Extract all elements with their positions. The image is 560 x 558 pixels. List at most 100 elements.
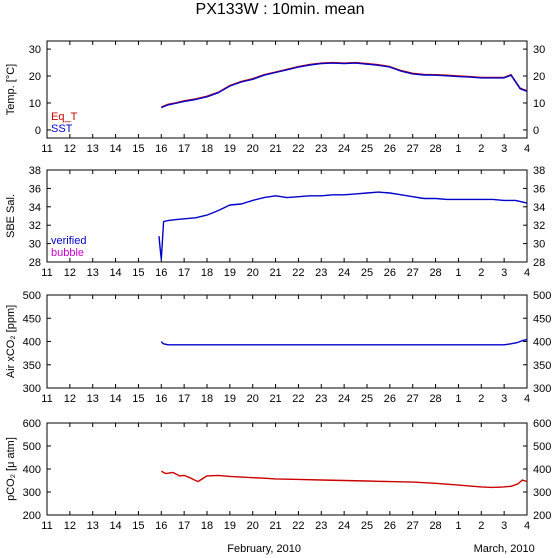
y-tick-label: 0 (533, 125, 539, 137)
x-tick-label: 27 (407, 520, 419, 532)
series-line-air-xco2 (160, 338, 528, 346)
y-tick-label: 300 (23, 383, 41, 395)
y-tick-label: 30 (29, 44, 41, 56)
y-tick-label: 34 (29, 202, 41, 214)
x-tick-label: 14 (109, 520, 121, 532)
y-tick-label: 38 (533, 165, 545, 177)
y-tick-label: 400 (533, 337, 551, 349)
y-axis-title: pCO₂ [μ atm] (5, 437, 17, 501)
x-tick-label: 20 (247, 143, 259, 155)
x-tick-label: 11 (41, 267, 52, 279)
y-tick-label: 300 (23, 487, 41, 499)
y-tick-label: 30 (533, 239, 545, 251)
y-tick-label: 0 (35, 125, 41, 137)
x-tick-label: 24 (338, 393, 350, 405)
x-tick-label: 12 (64, 520, 76, 532)
x-tick-label: 24 (338, 520, 350, 532)
x-tick-label: 12 (64, 267, 76, 279)
x-tick-label: 21 (269, 520, 281, 532)
x-tick-label: 3 (501, 143, 507, 155)
x-tick-label: 21 (269, 393, 281, 405)
legend-item: Eq_T (51, 111, 78, 123)
y-tick-label: 32 (29, 220, 41, 232)
y-tick-label: 300 (533, 487, 551, 499)
x-tick-label: 12 (64, 393, 76, 405)
x-tick-label: 13 (87, 267, 99, 279)
x-tick-label: 26 (384, 520, 396, 532)
y-tick-label: 400 (23, 464, 41, 476)
x-tick-label: 2 (478, 267, 484, 279)
x-tick-label: 26 (384, 267, 396, 279)
x-tick-label: 19 (224, 143, 236, 155)
x-tick-label: 4 (524, 520, 530, 532)
series-line-eq-t (161, 61, 528, 108)
x-tick-label: 20 (247, 520, 259, 532)
x-tick-label: 24 (338, 267, 350, 279)
x-tick-label: 28 (429, 520, 441, 532)
y-tick-label: 500 (533, 441, 551, 453)
x-tick-label: 1 (455, 393, 461, 405)
x-tick-label: 12 (64, 143, 76, 155)
legend-item: verified (51, 235, 86, 247)
x-tick-label: 3 (501, 393, 507, 405)
y-tick-label: 30 (29, 239, 41, 251)
x-tick-label: 3 (501, 520, 507, 532)
x-tick-label: 23 (315, 520, 327, 532)
x-tick-label: 2 (478, 393, 484, 405)
x-tick-label: 23 (315, 143, 327, 155)
x-tick-label: 15 (132, 143, 144, 155)
y-tick-label: 450 (533, 313, 551, 325)
x-tick-label: 16 (155, 267, 167, 279)
x-tick-label: 21 (269, 267, 281, 279)
x-tick-label: 17 (178, 143, 190, 155)
x-tick-label: 17 (178, 267, 190, 279)
x-tick-label: 14 (109, 143, 121, 155)
x-tick-label: 2 (478, 143, 484, 155)
y-tick-label: 500 (23, 441, 41, 453)
x-tick-label: 4 (524, 393, 530, 405)
x-tick-label: 1 (455, 143, 461, 155)
x-tick-label: 26 (384, 143, 396, 155)
x-tick-label: 25 (361, 143, 373, 155)
x-tick-label: 2 (478, 520, 484, 532)
x-tick-label: 14 (109, 393, 121, 405)
x-tick-label: 17 (178, 393, 190, 405)
x-tick-label: 14 (109, 267, 121, 279)
y-tick-label: 200 (23, 510, 41, 522)
x-tick-label: 28 (429, 393, 441, 405)
x-tick-label: 28 (429, 143, 441, 155)
x-tick-label: 4 (524, 143, 530, 155)
y-tick-label: 28 (29, 257, 41, 269)
y-tick-label: 20 (533, 71, 545, 83)
y-tick-label: 600 (23, 418, 41, 430)
y-tick-label: 38 (29, 165, 41, 177)
x-tick-label: 28 (429, 267, 441, 279)
x-tick-label: 20 (247, 267, 259, 279)
y-tick-label: 32 (533, 220, 545, 232)
x-tick-label: 21 (269, 143, 281, 155)
x-tick-label: 11 (41, 143, 52, 155)
y-tick-label: 500 (533, 290, 551, 302)
x-tick-label: 15 (132, 267, 144, 279)
x-tick-label: 26 (384, 393, 396, 405)
y-tick-label: 200 (533, 510, 551, 522)
x-tick-label: 20 (247, 393, 259, 405)
y-tick-label: 10 (533, 98, 545, 110)
y-tick-label: 36 (29, 183, 41, 195)
plot-frame (46, 294, 528, 389)
x-tick-label: 13 (87, 393, 99, 405)
x-tick-label: 25 (361, 267, 373, 279)
y-tick-label: 36 (533, 183, 545, 195)
y-tick-label: 450 (23, 313, 41, 325)
x-tick-label: 24 (338, 143, 350, 155)
x-axis-month-mar: March, 2010 (474, 543, 535, 555)
y-tick-label: 30 (533, 44, 545, 56)
series-line-sst (161, 62, 528, 109)
x-tick-label: 16 (155, 393, 167, 405)
legend-item: SST (51, 123, 73, 135)
x-tick-label: 13 (87, 520, 99, 532)
x-tick-label: 27 (407, 393, 419, 405)
y-tick-label: 500 (23, 290, 41, 302)
y-tick-label: 400 (23, 337, 41, 349)
x-tick-label: 23 (315, 267, 327, 279)
